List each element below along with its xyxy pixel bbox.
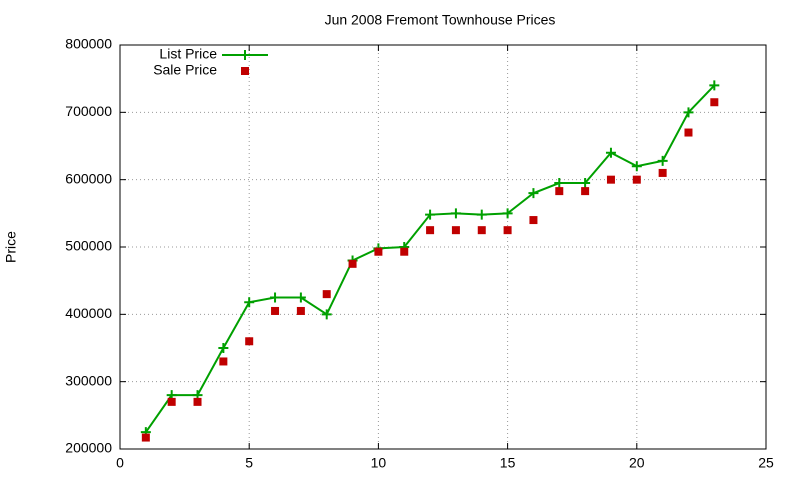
point-marker [632,175,641,184]
point-marker [605,147,616,158]
y-tick-label: 300000 [65,372,112,388]
legend-swatch [240,50,250,60]
x-tick-label: 0 [116,455,124,471]
point-marker [450,208,461,219]
series-line [145,84,716,433]
point-marker [528,188,539,199]
point-marker [348,259,357,268]
point-marker [555,187,564,196]
point-marker [710,98,719,107]
point-marker [321,309,332,320]
point-marker [244,297,255,308]
point-marker [451,226,460,235]
x-tick-label: 15 [500,455,516,471]
y-tick-label: 500000 [65,238,112,254]
point-marker [683,107,694,118]
point-marker [271,306,280,315]
point-marker [684,128,693,137]
point-marker [218,343,229,353]
x-tick-label: 5 [245,455,253,471]
y-axis-label: Price [3,231,19,263]
y-tick-label: 200000 [65,440,112,456]
point-marker [270,292,281,303]
plot-frame [119,44,767,450]
point-marker [581,187,590,196]
point-marker [709,80,720,91]
point-marker [193,397,202,406]
point-marker [245,337,254,346]
point-marker [606,175,615,184]
legend-label: List Price [159,46,217,62]
point-marker [167,397,176,406]
point-marker [374,247,383,256]
point-marker [657,155,668,166]
y-tick-label: 400000 [65,305,112,321]
point-marker [502,208,513,219]
point-marker [296,306,305,315]
legend-label: Sale Price [153,62,217,78]
point-marker [219,357,228,366]
point-marker [295,292,306,303]
y-tick-label: 600000 [65,170,112,186]
chart-title: Jun 2008 Fremont Townhouse Prices [325,12,556,28]
point-marker [426,226,435,235]
point-marker [554,178,565,189]
point-marker [529,216,538,225]
point-marker [658,168,667,177]
point-marker [503,226,512,235]
point-marker [141,433,150,442]
point-marker [631,161,642,172]
point-marker [322,290,331,299]
legend-swatch [241,67,249,75]
point-marker [477,226,486,235]
point-marker [580,178,591,189]
x-tick-label: 25 [758,455,774,471]
point-marker [400,247,409,256]
y-tick-label: 700000 [65,103,112,119]
point-marker [425,209,436,220]
x-tick-label: 10 [371,455,387,471]
y-tick-label: 800000 [65,36,112,52]
x-tick-label: 20 [629,455,645,471]
point-marker [476,209,487,220]
